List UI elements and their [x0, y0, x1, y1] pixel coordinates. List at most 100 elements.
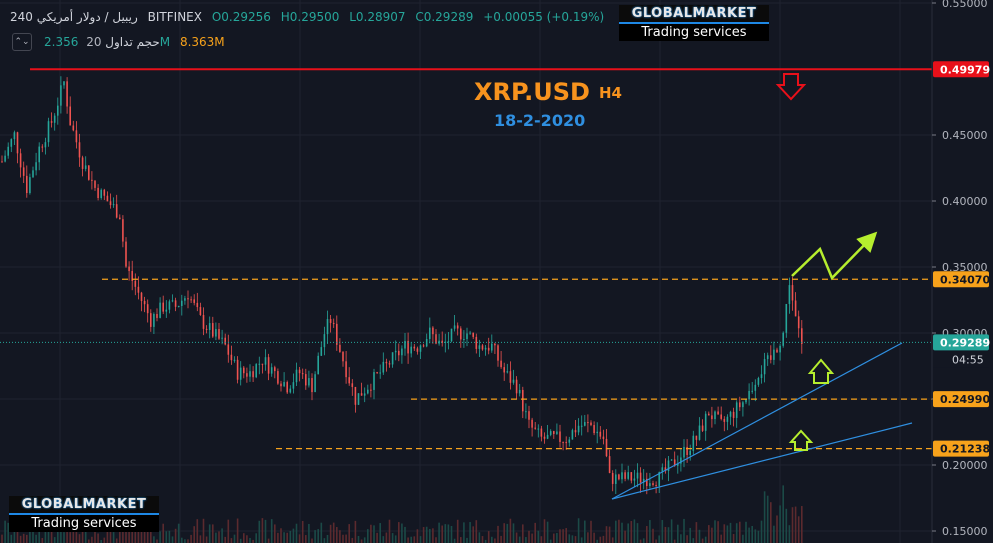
volume-bar	[422, 527, 425, 543]
volume-bar	[438, 522, 440, 543]
candle-body	[224, 337, 226, 345]
candle-body	[735, 402, 738, 418]
candle-body	[494, 343, 496, 346]
candle-body	[125, 241, 127, 267]
volume-bar	[500, 535, 502, 543]
volume-bar	[410, 536, 412, 543]
volume-bar	[577, 518, 580, 543]
volume-bar	[677, 524, 679, 543]
volume-bar	[177, 523, 180, 543]
candle-body	[339, 344, 341, 352]
candle-body	[658, 472, 660, 486]
candle-body	[215, 328, 217, 337]
candle-body	[239, 367, 242, 380]
volume-bar	[475, 520, 478, 543]
candle-body	[770, 355, 772, 360]
volume-bar	[376, 532, 378, 543]
candle-body	[106, 195, 109, 202]
candle-body	[388, 363, 391, 365]
candle-body	[81, 157, 84, 169]
candle-body	[202, 315, 205, 329]
volume-bar	[391, 533, 394, 543]
candle-body	[205, 328, 208, 330]
candle-body	[726, 416, 729, 422]
volume-bar	[258, 520, 261, 543]
volume-bar	[785, 508, 788, 543]
candle-body	[438, 340, 440, 344]
volume-ma-value: 8.363M	[179, 35, 225, 49]
candle-body	[584, 422, 586, 426]
candle-body	[478, 345, 481, 349]
candle-body	[317, 355, 319, 375]
volume-bar	[137, 521, 140, 543]
volume-bar	[159, 531, 161, 543]
volume-bar	[621, 522, 623, 543]
volume-bar	[608, 526, 611, 543]
candle-body	[776, 349, 778, 353]
symbol-header[interactable]: ريبيل / دولار أمريكي 240 BITFINEX O0.292…	[4, 10, 604, 24]
volume-bar	[53, 537, 56, 543]
chevron-up-down-icon[interactable]: ⌃⌄	[12, 33, 32, 51]
candle-body	[212, 323, 214, 337]
volume-bar	[413, 536, 416, 543]
volume-bar	[556, 533, 558, 543]
volume-bar	[757, 530, 760, 543]
volume-bar	[342, 534, 344, 543]
candle-body	[72, 125, 75, 131]
volume-bar	[286, 532, 288, 543]
level-price-label: 0.34070	[940, 273, 990, 286]
candle-body	[88, 165, 90, 180]
volume-bar	[162, 523, 164, 543]
candle-body	[332, 322, 335, 324]
candle-body	[791, 285, 794, 301]
candle-body	[230, 354, 233, 361]
volume-bar	[432, 528, 434, 543]
candle-body	[484, 347, 487, 350]
volume-bar	[199, 535, 202, 543]
candle-body	[763, 359, 766, 375]
candle-body	[556, 431, 558, 434]
volume-bar	[661, 520, 664, 543]
candle-body	[60, 85, 62, 106]
candle-body	[190, 299, 192, 301]
level-price-label: 0.24990	[940, 393, 990, 406]
volume-bar	[559, 529, 561, 543]
volume-bar	[466, 537, 468, 543]
volume-bar	[38, 525, 40, 543]
logo-brand: GLOBALMARKET	[9, 496, 159, 515]
candle-body	[1, 161, 3, 163]
candle-body	[432, 327, 434, 335]
volume-bar	[205, 536, 208, 543]
candle-body	[590, 422, 592, 426]
volume-legend[interactable]: حجم تداول 20 2.356M 8.363M	[38, 35, 225, 49]
candle-body	[608, 456, 611, 473]
candle-body	[574, 430, 577, 433]
candle-body	[621, 472, 623, 480]
countdown-label: 04:55	[952, 353, 984, 366]
logo-tagline: Trading services	[619, 24, 769, 41]
interval-value[interactable]: 240	[10, 10, 33, 24]
volume-bar	[773, 525, 775, 543]
volume-bar	[435, 537, 437, 543]
volume-bar	[243, 533, 245, 543]
candle-body	[618, 474, 620, 480]
volume-bar	[351, 537, 354, 543]
candle-body	[320, 347, 323, 356]
volume-bar	[658, 535, 660, 543]
volume-bar	[441, 525, 443, 543]
candle-body	[714, 411, 716, 420]
volume-bar	[726, 525, 729, 543]
volume-bar	[590, 520, 592, 543]
candle-body	[782, 332, 784, 346]
volume-bar	[469, 522, 471, 543]
candle-body	[298, 369, 301, 374]
candle-body	[233, 359, 236, 361]
volume-bar	[295, 523, 298, 543]
candle-body	[587, 422, 589, 424]
candle-body	[779, 345, 781, 353]
symbol-name[interactable]: ريبيل / دولار أمريكي	[36, 10, 138, 24]
candle-body	[289, 388, 292, 393]
candle-body	[695, 435, 698, 440]
candle-body	[615, 474, 617, 484]
